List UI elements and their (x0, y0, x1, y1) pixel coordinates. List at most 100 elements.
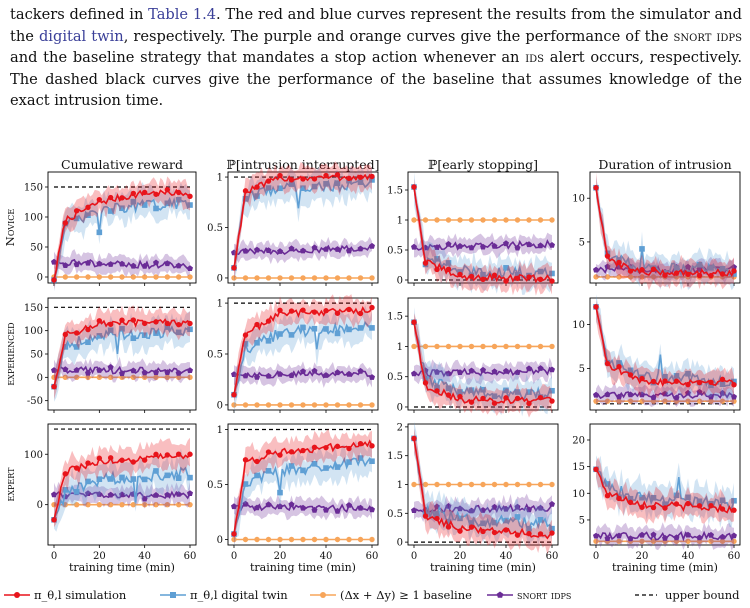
table-link[interactable]: Table 1.4 (148, 6, 217, 23)
legend-marker (496, 591, 504, 598)
data-point (242, 332, 249, 338)
confidence-band (414, 178, 552, 296)
x-tick-label: 40 (682, 551, 695, 562)
confidence-band (234, 165, 372, 283)
data-point (334, 464, 341, 470)
y-tick-label: 50 (30, 350, 43, 361)
data-point (685, 389, 691, 396)
data-point (445, 392, 452, 398)
data-point (514, 481, 521, 488)
data-point (254, 321, 260, 328)
x-tick-label: 0 (411, 551, 417, 562)
data-point (141, 495, 148, 502)
data-point (119, 474, 125, 481)
data-point (445, 524, 452, 530)
data-point (457, 243, 463, 249)
data-point (85, 259, 91, 266)
x-tick-label: 40 (320, 551, 333, 562)
data-point (422, 513, 429, 519)
data-point (346, 370, 352, 377)
data-point (411, 217, 417, 223)
data-point (288, 372, 295, 378)
data-point (526, 343, 532, 350)
data-point (107, 476, 114, 482)
data-point (254, 193, 260, 199)
data-point (457, 217, 463, 223)
data-point (73, 367, 80, 373)
data-point (526, 400, 532, 407)
data-point (503, 265, 509, 271)
data-point (731, 378, 737, 385)
data-point (537, 343, 544, 350)
data-point (265, 275, 272, 281)
digital-twin-link[interactable]: digital twin (38, 27, 124, 45)
data-point (130, 317, 137, 323)
x-axis-label: training time (min) (430, 561, 536, 574)
data-point (164, 200, 171, 207)
data-point (277, 331, 283, 337)
confidence-band (54, 437, 190, 528)
data-point (673, 501, 680, 507)
data-point (187, 501, 193, 508)
data-point (627, 398, 634, 404)
data-point (288, 536, 295, 543)
data-point (300, 185, 306, 191)
data-point (731, 532, 737, 539)
x-axis-label: training time (min) (69, 561, 175, 574)
data-point (422, 343, 429, 350)
data-point (107, 491, 114, 498)
data-point (491, 529, 498, 536)
data-point (231, 249, 237, 256)
y-tick-label: 1 (397, 216, 403, 227)
data-point (514, 389, 521, 395)
data-point (323, 172, 329, 179)
data-point (288, 308, 295, 314)
data-point (445, 370, 452, 377)
data-point (323, 536, 329, 543)
data-point (468, 520, 475, 526)
data-point (334, 536, 341, 543)
data-point (480, 271, 486, 278)
data-point (153, 330, 159, 336)
chart-panel: 5 10 (572, 171, 741, 291)
chart-panel: 5 10 (572, 294, 741, 413)
data-point (685, 494, 691, 501)
column-title: Duration of intrusion (598, 157, 731, 172)
legend-label: π_θ,l digital twin (190, 588, 288, 602)
data-point (164, 491, 171, 498)
data-point (231, 402, 237, 408)
data-point (254, 472, 260, 479)
data-point (175, 189, 182, 196)
data-point (696, 498, 703, 505)
data-point (346, 445, 352, 452)
data-point (187, 265, 193, 271)
data-point (593, 532, 599, 539)
y-tick-label: -50 (27, 396, 43, 407)
data-point (73, 489, 80, 495)
snort-idps-term: snort idps (673, 27, 742, 45)
data-point (231, 392, 237, 398)
data-point (96, 491, 103, 497)
data-point (662, 505, 668, 511)
data-point (434, 515, 440, 522)
data-point (153, 191, 159, 197)
plot-frame (407, 171, 559, 284)
data-point (242, 500, 249, 507)
data-point (357, 275, 364, 281)
data-point (96, 274, 103, 280)
data-point (85, 374, 91, 381)
data-point (491, 481, 498, 488)
figure-caption: tackers defined in Table 1.4. The red an… (10, 4, 742, 112)
data-point (96, 501, 103, 508)
data-point (422, 380, 429, 386)
y-tick-label: 1.5 (387, 186, 403, 197)
data-point (107, 274, 114, 280)
data-point (468, 273, 475, 280)
data-point (673, 265, 680, 271)
data-point (719, 271, 726, 277)
data-point (708, 265, 714, 271)
data-point (480, 386, 486, 393)
data-point (62, 374, 69, 381)
data-point (288, 332, 295, 338)
data-point (231, 275, 237, 281)
